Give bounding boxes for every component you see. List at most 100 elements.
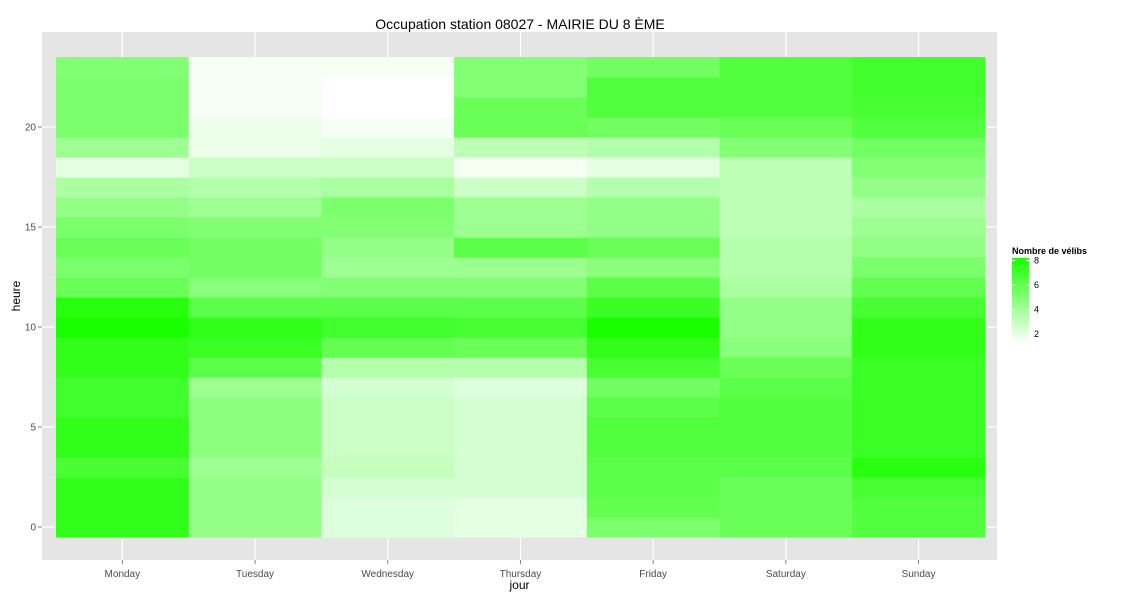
heatmap-tile xyxy=(454,257,588,278)
heatmap-tile xyxy=(321,497,455,518)
heatmap-tile xyxy=(56,257,190,278)
heatmap-tile xyxy=(719,97,853,118)
x-tick-label: Saturday xyxy=(766,569,806,580)
x-tick-label: Friday xyxy=(639,569,667,580)
heatmap-tile xyxy=(188,437,322,458)
heatmap-tile xyxy=(586,517,721,538)
heatmap-tile xyxy=(56,457,190,478)
heatmap-tile xyxy=(719,377,853,398)
heatmap-tile xyxy=(321,257,455,278)
y-axis-title: heure xyxy=(9,280,23,311)
heatmap-tile xyxy=(719,337,853,358)
heatmap-tile xyxy=(852,277,986,298)
heatmap-tile xyxy=(321,137,455,158)
heatmap-tile xyxy=(454,417,588,438)
heatmap-tile xyxy=(188,317,322,338)
heatmap-tile xyxy=(719,257,853,278)
heatmap-tile xyxy=(852,257,986,278)
heatmap-tile xyxy=(719,437,853,458)
legend-label: 8 xyxy=(1034,255,1039,265)
heatmap-tile xyxy=(321,117,455,138)
heatmap-tile xyxy=(321,97,455,118)
heatmap-tile xyxy=(852,237,986,258)
heatmap-tile xyxy=(719,317,853,338)
heatmap-tile xyxy=(719,77,853,98)
heatmap-tile xyxy=(454,277,588,298)
heatmap-tile xyxy=(321,317,455,338)
heatmap-tile xyxy=(56,337,190,358)
heatmap-tile xyxy=(454,177,588,198)
heatmap-tile xyxy=(852,217,986,238)
heatmap-tile xyxy=(454,237,588,258)
x-tick-label: Tuesday xyxy=(236,569,274,580)
heatmap-tile xyxy=(56,217,190,238)
heatmap-tile xyxy=(586,477,721,498)
legend-title: Nombre de vélibs xyxy=(1012,246,1087,256)
heatmap-tile xyxy=(586,317,721,338)
heatmap-tile xyxy=(56,377,190,398)
heatmap-tile xyxy=(188,237,322,258)
heatmap-tile xyxy=(719,457,853,478)
heatmap-tile xyxy=(719,177,853,198)
heatmap-tile xyxy=(454,497,588,518)
heatmap-tile xyxy=(188,357,322,378)
heatmap-tile xyxy=(852,397,986,418)
legend-colorbar xyxy=(1012,258,1029,344)
heatmap-tile xyxy=(454,457,588,478)
heatmap-tile xyxy=(586,457,721,478)
y-tick-label: 0 xyxy=(30,523,36,534)
heatmap-tile xyxy=(719,477,853,498)
x-axis-title: jour xyxy=(508,578,529,592)
heatmap-tile xyxy=(719,137,853,158)
heatmap-tile xyxy=(321,437,455,458)
heatmap-tile xyxy=(188,77,322,98)
heatmap-tile xyxy=(852,437,986,458)
heatmap-tile xyxy=(586,297,721,318)
heatmap-tile xyxy=(188,417,322,438)
heatmap-tile xyxy=(852,157,986,178)
heatmap-tile xyxy=(188,157,322,178)
heatmap-tile xyxy=(852,457,986,478)
heatmap-tile xyxy=(188,397,322,418)
heatmap-tile xyxy=(454,57,588,78)
y-tick-label: 5 xyxy=(30,423,36,434)
heatmap-tile xyxy=(586,237,721,258)
heatmap-tile xyxy=(719,357,853,378)
heatmap-tile xyxy=(321,237,455,258)
heatmap-tile xyxy=(56,117,190,138)
legend-label: 4 xyxy=(1034,305,1039,315)
heatmap-tile xyxy=(719,217,853,238)
heatmap-tile xyxy=(188,177,322,198)
heatmap-tile xyxy=(852,297,986,318)
heatmap-tile xyxy=(852,377,986,398)
heatmap-tile xyxy=(321,197,455,218)
heatmap-tile xyxy=(454,157,588,178)
heatmap-tile xyxy=(586,157,721,178)
heatmap-tile xyxy=(56,237,190,258)
heatmap-tile xyxy=(719,297,853,318)
heatmap-tile xyxy=(586,177,721,198)
heatmap-tile xyxy=(56,77,190,98)
heatmap-tile xyxy=(321,157,455,178)
heatmap-tile xyxy=(321,297,455,318)
legend-label: 6 xyxy=(1034,280,1039,290)
heatmap-tile xyxy=(188,477,322,498)
heatmap-tile xyxy=(852,417,986,438)
heatmap-tile xyxy=(321,397,455,418)
x-tick-label: Thursday xyxy=(500,569,542,580)
heatmap-tile xyxy=(852,57,986,78)
heatmap-tile xyxy=(188,337,322,358)
heatmap-tile xyxy=(188,97,322,118)
heatmap-tile xyxy=(188,377,322,398)
heatmap-tile xyxy=(321,77,455,98)
heatmap-tile xyxy=(56,497,190,518)
heatmap-tile xyxy=(586,77,721,98)
heatmap-tile xyxy=(719,197,853,218)
heatmap-tile xyxy=(852,77,986,98)
heatmap-tile xyxy=(586,337,721,358)
heatmap-tile xyxy=(321,457,455,478)
heatmap-tile xyxy=(719,517,853,538)
heatmap-tile xyxy=(321,57,455,78)
heatmap-tile xyxy=(852,97,986,118)
heatmap-tile xyxy=(586,437,721,458)
